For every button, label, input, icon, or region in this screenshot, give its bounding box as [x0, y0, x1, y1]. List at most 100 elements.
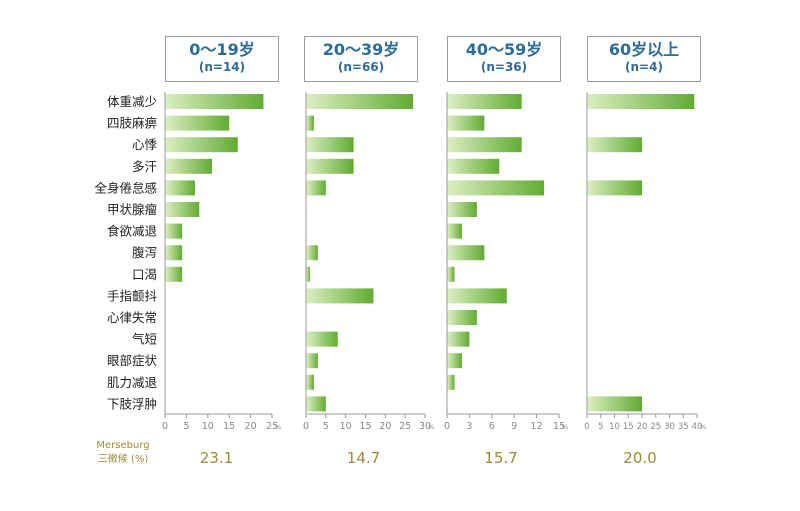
- bar: [306, 115, 314, 131]
- bar: [587, 94, 695, 109]
- x-axis-unit: %: [562, 423, 568, 431]
- x-tick-label: 20: [379, 421, 391, 432]
- bar: [447, 94, 522, 109]
- x-tick-label: 30: [664, 422, 675, 432]
- bar: [165, 94, 264, 109]
- x-tick-label: 0: [584, 422, 589, 432]
- bar: [447, 158, 500, 174]
- x-tick-label: 20: [245, 421, 257, 432]
- x-tick-label: 20: [637, 422, 648, 432]
- merseburg-value: 14.7: [347, 449, 380, 467]
- bar: [165, 202, 200, 217]
- bar: [165, 245, 183, 261]
- x-tick-label: 15: [623, 422, 634, 432]
- panel-header-3: 60岁以上 (n=4): [587, 36, 701, 82]
- x-tick-label: 9: [511, 421, 517, 432]
- merseburg-value: 20.0: [623, 449, 656, 467]
- bar: [165, 223, 183, 239]
- x-tick-label: 25: [399, 421, 411, 432]
- panel-age: 20～39岁: [322, 40, 400, 59]
- bar: [306, 396, 326, 412]
- bar: [447, 223, 462, 239]
- category-label: 腹泻: [132, 245, 157, 260]
- panel-n: (n=66): [337, 60, 385, 74]
- bar: [447, 288, 507, 304]
- category-label: 眼部症状: [107, 353, 158, 368]
- category-label: 甲状腺瘤: [107, 202, 158, 217]
- bar: [306, 94, 414, 109]
- category-label: 全身倦怠感: [94, 180, 157, 195]
- category-label: 肌力减退: [107, 375, 158, 390]
- x-tick-label: 5: [598, 422, 603, 432]
- merseburg-value: 23.1: [200, 449, 233, 467]
- x-tick-label: 12: [531, 421, 543, 432]
- x-axis-unit: %: [275, 423, 281, 431]
- category-label: 口渴: [132, 267, 157, 282]
- bar: [447, 202, 477, 217]
- bar: [306, 158, 354, 174]
- x-tick-label: 25: [650, 422, 661, 432]
- merseburg-value: 15.7: [484, 449, 517, 467]
- bar: [306, 288, 374, 304]
- panel-header-1: 20～39岁 (n=66): [304, 36, 418, 82]
- category-label: 多汗: [132, 159, 157, 174]
- x-tick-label: 5: [323, 421, 329, 432]
- bar: [447, 353, 462, 369]
- x-tick-label: 10: [609, 422, 620, 432]
- bar: [447, 180, 545, 196]
- bar: [165, 266, 183, 282]
- x-tick-label: 3: [466, 421, 472, 432]
- bar: [587, 396, 642, 412]
- x-tick-label: 10: [202, 421, 214, 432]
- bar: [447, 310, 477, 325]
- merseburg-label: Merseburg 三徵候 (%): [80, 439, 166, 467]
- x-tick-label: 15: [359, 421, 371, 432]
- bar: [306, 137, 354, 153]
- category-label: 心律失常: [107, 310, 157, 325]
- panel-age: 0～19岁: [189, 40, 255, 59]
- x-tick-label: 15: [223, 421, 235, 432]
- bar: [306, 266, 310, 282]
- panel-age: 40～59岁: [465, 40, 543, 59]
- panel-n: (n=4): [625, 60, 663, 74]
- x-axis-unit: %: [700, 423, 706, 431]
- x-tick-label: 6: [489, 421, 495, 432]
- bar: [306, 180, 326, 196]
- category-label: 四肢麻痹: [107, 116, 157, 131]
- x-tick-label: 35: [678, 422, 689, 432]
- x-tick-label: 10: [340, 421, 352, 432]
- bar: [447, 374, 455, 390]
- x-tick-label: 0: [444, 421, 450, 432]
- bar: [306, 353, 318, 369]
- x-tick-label: 5: [183, 421, 189, 432]
- bar: [306, 331, 338, 347]
- bar: [447, 266, 455, 282]
- x-tick-label: 25: [266, 421, 278, 432]
- category-label: 心悸: [132, 137, 158, 152]
- x-axis-unit: %: [428, 423, 434, 431]
- category-label: 下肢浮肿: [107, 396, 157, 411]
- merseburg-label-line1: Merseburg: [96, 440, 150, 451]
- bar: [587, 137, 642, 153]
- bar: [165, 158, 213, 174]
- panel-header-0: 0～19岁 (n=14): [165, 36, 279, 82]
- bar: [447, 245, 485, 261]
- merseburg-label-line2: 三徵候 (%): [97, 454, 149, 465]
- panel-n: (n=14): [198, 60, 246, 74]
- bar: [306, 374, 314, 390]
- bar: [587, 180, 642, 196]
- category-label: 食欲减退: [107, 224, 158, 239]
- bar: [447, 137, 522, 153]
- x-tick-label: 30: [419, 421, 431, 432]
- x-tick-label: 40: [692, 422, 703, 432]
- bar: [447, 115, 485, 131]
- bar: [447, 331, 470, 347]
- category-label: 体重减少: [107, 94, 157, 109]
- x-tick-label: 0: [162, 421, 168, 432]
- panel-age: 60岁以上: [608, 40, 680, 59]
- bar: [165, 180, 195, 196]
- panel-header-2: 40～59岁 (n=36): [447, 36, 561, 82]
- category-label: 气短: [132, 332, 157, 347]
- x-tick-label: 0: [303, 421, 309, 432]
